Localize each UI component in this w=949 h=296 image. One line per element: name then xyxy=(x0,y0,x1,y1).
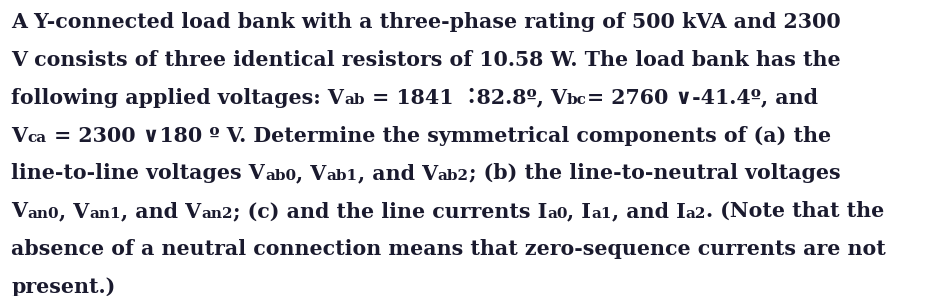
Text: . (Note that the: . (Note that the xyxy=(706,201,884,221)
Text: a2: a2 xyxy=(686,207,706,221)
Text: ab: ab xyxy=(344,93,364,107)
Text: , and V: , and V xyxy=(358,163,437,184)
Text: , V: , V xyxy=(59,201,89,221)
Text: ca: ca xyxy=(28,131,47,145)
Text: following applied voltages: V: following applied voltages: V xyxy=(11,88,344,108)
Text: line-to-line voltages V: line-to-line voltages V xyxy=(11,163,265,184)
Text: V consists of three identical resistors of 10.58 W. The load bank has the: V consists of three identical resistors … xyxy=(11,50,841,70)
Text: a0: a0 xyxy=(547,207,568,221)
Text: A Y-connected load bank with a three-phase rating of 500 kVA and 2300: A Y-connected load bank with a three-pha… xyxy=(11,12,841,32)
Text: a1: a1 xyxy=(591,207,612,221)
Text: an2: an2 xyxy=(201,207,233,221)
Text: = 2760 ∨-41.4º, and: = 2760 ∨-41.4º, and xyxy=(586,88,818,108)
Text: ; (c) and the line currents I: ; (c) and the line currents I xyxy=(233,201,547,221)
Text: = 1841 ⠨82.8º, V: = 1841 ⠨82.8º, V xyxy=(364,88,567,108)
Text: = 2300 ∨180 º V. Determine the symmetrical components of (a) the: = 2300 ∨180 º V. Determine the symmetric… xyxy=(47,126,830,146)
Text: V: V xyxy=(11,126,28,146)
Text: absence of a neutral connection means that zero-sequence currents are not: absence of a neutral connection means th… xyxy=(11,239,886,259)
Text: , and V: , and V xyxy=(121,201,201,221)
Text: an0: an0 xyxy=(28,207,59,221)
Text: an1: an1 xyxy=(89,207,121,221)
Text: , I: , I xyxy=(568,201,591,221)
Text: bc: bc xyxy=(567,93,586,107)
Text: ab2: ab2 xyxy=(437,169,469,183)
Text: V: V xyxy=(11,201,28,221)
Text: , V: , V xyxy=(296,163,326,184)
Text: , and I: , and I xyxy=(612,201,686,221)
Text: present.): present.) xyxy=(11,277,116,296)
Text: ; (b) the line-to-neutral voltages: ; (b) the line-to-neutral voltages xyxy=(469,163,841,184)
Text: ab0: ab0 xyxy=(265,169,296,183)
Text: ab1: ab1 xyxy=(326,169,358,183)
